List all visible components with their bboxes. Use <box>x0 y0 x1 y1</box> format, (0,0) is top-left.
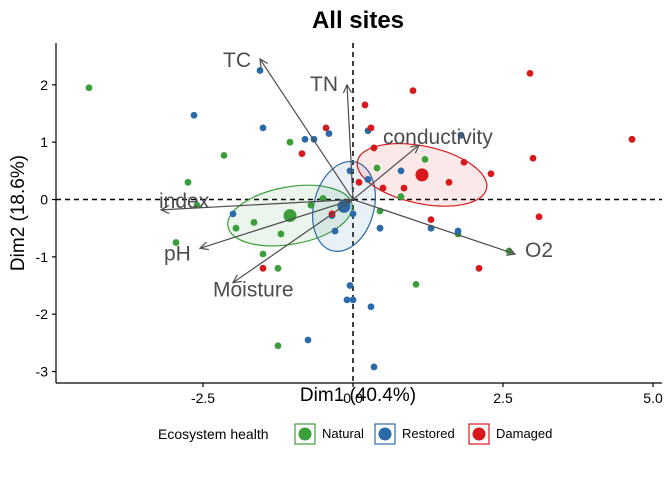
point-restored <box>397 167 405 175</box>
point-restored <box>301 135 309 143</box>
point-natural <box>277 230 285 238</box>
x-tick-label: 0.0 <box>343 390 363 406</box>
chart-title: All sites <box>312 7 404 34</box>
point-natural <box>220 151 228 159</box>
point-natural <box>307 201 315 209</box>
y-tick-label: 2 <box>40 77 48 93</box>
x-tick-label: -2.5 <box>191 390 215 406</box>
point-natural <box>172 239 180 246</box>
point-damaged <box>409 87 417 94</box>
point-restored <box>349 210 357 218</box>
point-damaged <box>460 158 468 166</box>
point-damaged <box>427 216 435 223</box>
x-axis-title: Dim1 (40.4%) <box>300 385 416 406</box>
point-restored <box>454 227 462 235</box>
variable-label-o2: O2 <box>525 239 553 262</box>
point-natural <box>250 219 258 226</box>
point-natural <box>397 193 405 201</box>
variable-arrow-conductivity <box>352 145 419 200</box>
variable-label-index: index <box>159 190 210 213</box>
x-tick-label: 5.0 <box>643 390 663 406</box>
plot-area: TC TN conductivity index pH Moisture O2 -2.5 0.0… <box>36 43 663 406</box>
point-restored <box>457 131 465 139</box>
legend-key-dot-damaged <box>472 427 486 441</box>
point-damaged <box>355 178 363 186</box>
point-damaged <box>529 154 537 162</box>
point-damaged <box>361 101 369 109</box>
point-restored <box>370 363 378 371</box>
legend-key-dot-natural <box>298 427 312 441</box>
variable-label-ph: pH <box>164 242 191 265</box>
y-tick-label: -2 <box>36 306 49 322</box>
point-damaged <box>370 144 378 152</box>
point-damaged <box>526 69 534 77</box>
point-restored <box>325 130 333 137</box>
variable-arrow-tc <box>260 59 354 200</box>
variable-label-moisture: Moisture <box>213 279 294 302</box>
point-damaged <box>535 213 543 221</box>
variable-label-tc: TC <box>223 49 251 72</box>
variable-arrow-tn <box>347 85 354 200</box>
point-damaged <box>298 150 306 158</box>
point-natural <box>85 84 93 92</box>
variable-label-tn: TN <box>310 73 338 96</box>
point-restored <box>346 167 354 175</box>
point-natural <box>373 164 381 172</box>
point-restored <box>259 124 267 132</box>
y-axis-title: Dim2 (18.6%) <box>8 155 29 271</box>
point-natural <box>412 280 420 288</box>
point-restored <box>364 176 372 183</box>
x-tick-label: 2.5 <box>493 390 513 406</box>
point-restored <box>346 282 354 289</box>
point-natural <box>232 224 240 232</box>
point-damaged <box>367 124 375 132</box>
point-natural <box>184 178 192 186</box>
centroid-damaged <box>415 168 429 182</box>
point-natural <box>259 250 267 258</box>
y-tick-label: -3 <box>36 364 49 380</box>
variable-arrow-o2 <box>352 198 515 254</box>
y-tick-label: -1 <box>36 249 49 265</box>
point-restored <box>256 67 264 74</box>
variable-arrow-ph <box>200 198 354 249</box>
point-restored <box>367 303 375 311</box>
point-damaged <box>400 184 408 192</box>
variable-arrow-index <box>161 198 354 210</box>
point-restored <box>343 296 351 304</box>
point-natural <box>319 194 327 202</box>
variable-arrow-moisture <box>233 199 354 283</box>
point-natural <box>274 264 282 272</box>
y-tick-label: 0 <box>40 192 48 208</box>
point-restored <box>376 224 384 232</box>
point-damaged <box>628 135 636 143</box>
point-natural <box>421 155 429 163</box>
legend-title: Ecosystem health <box>158 426 269 442</box>
legend: Ecosystem health Natural Restored Damaged <box>158 423 552 445</box>
point-natural <box>274 342 282 350</box>
y-tick-label: 1 <box>40 134 48 150</box>
legend-label-natural: Natural <box>322 426 364 441</box>
legend-key-dot-restored <box>378 427 392 441</box>
point-restored <box>229 210 237 218</box>
point-damaged <box>475 264 483 272</box>
point-natural <box>193 201 201 209</box>
point-damaged <box>445 178 453 186</box>
point-damaged <box>379 184 387 192</box>
point-restored <box>331 227 339 235</box>
point-damaged <box>322 124 330 132</box>
point-restored <box>349 296 357 304</box>
point-restored <box>304 336 312 344</box>
point-natural <box>286 138 294 146</box>
point-damaged <box>259 264 267 272</box>
legend-label-damaged: Damaged <box>496 426 552 441</box>
legend-label-restored: Restored <box>402 426 455 441</box>
point-damaged <box>487 170 495 178</box>
point-restored <box>190 111 198 119</box>
variable-label-conductivity: conductivity <box>383 126 493 149</box>
